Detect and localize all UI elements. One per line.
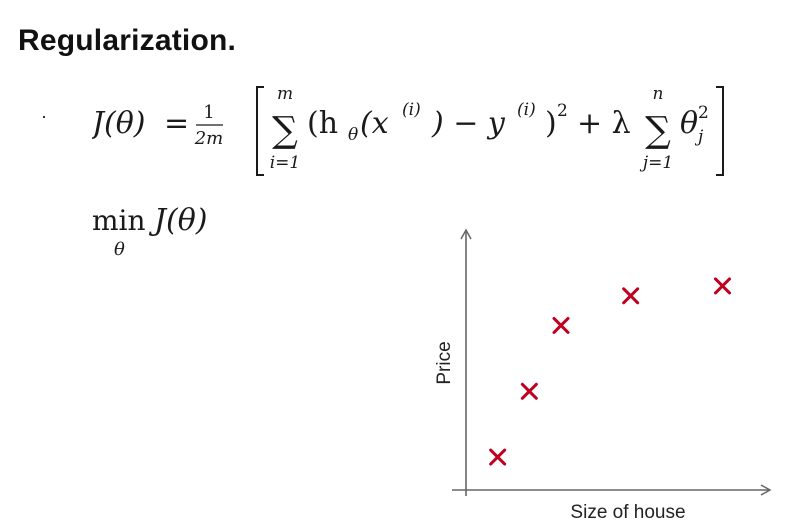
x-axis-label: Size of house — [570, 502, 685, 523]
sum1-symbol: ∑ — [272, 110, 298, 151]
left-bracket — [256, 86, 264, 176]
x-term: (x — [360, 106, 389, 141]
objective-term: J(θ) — [148, 203, 208, 238]
theta-term: θ — [680, 106, 698, 141]
objective-expression: min θ J(θ) — [92, 203, 208, 260]
scatter-plot: Price Size of house — [434, 228, 772, 523]
data-point-1 — [489, 448, 507, 466]
sum2-symbol: ∑ — [645, 110, 671, 151]
sum1-upper-limit: m — [277, 84, 293, 104]
min-subscript: θ — [114, 239, 125, 260]
h-subscript: θ — [348, 125, 358, 145]
plus-lambda: + λ — [577, 106, 631, 141]
data-point-2 — [520, 382, 538, 400]
min-operator: min — [92, 204, 146, 237]
data-points — [489, 277, 731, 466]
cost-lhs: J(θ) — [92, 106, 146, 141]
sum1-lower-limit: i=1 — [270, 153, 301, 173]
data-point-3 — [552, 316, 570, 334]
theta-subscript: j — [694, 127, 704, 147]
sum2-upper-limit: n — [653, 84, 664, 104]
term-open: (h — [307, 106, 338, 141]
right-bracket — [716, 86, 724, 176]
equals-sign: = — [164, 106, 189, 141]
data-point-4 — [622, 287, 640, 305]
theta-superscript: 2 — [698, 103, 709, 123]
fraction-denominator: 2m — [194, 128, 224, 149]
fraction-numerator: 1 — [203, 102, 214, 123]
close-paren: ) — [545, 106, 557, 141]
square-power: 2 — [557, 101, 568, 121]
y-superscript: (i) — [517, 100, 536, 120]
sum2-lower-limit: j=1 — [639, 153, 673, 173]
slide-title: Regularization. — [18, 24, 237, 57]
y-axis-label: Price — [434, 341, 455, 384]
data-point-5 — [714, 277, 731, 295]
cost-function-equation: J(θ) = 1 2m m ∑ i=1 (h θ (x (i) ) − y (i… — [92, 84, 724, 176]
x-superscript: (i) — [402, 100, 421, 120]
stray-dot — [43, 116, 45, 118]
minus-y-term: ) − y — [431, 106, 506, 141]
